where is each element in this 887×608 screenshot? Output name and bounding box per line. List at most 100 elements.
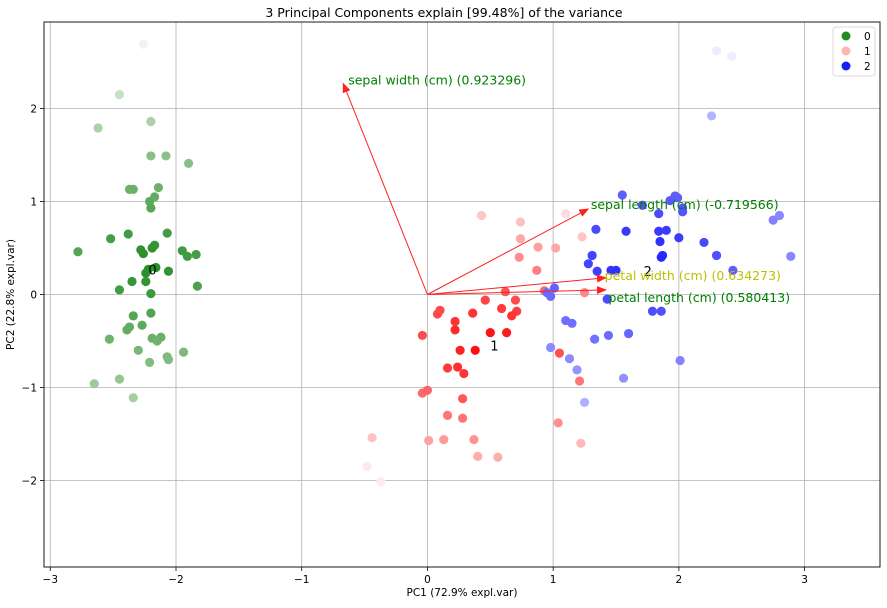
scatter-point [146,288,156,299]
scatter-point [439,434,449,445]
scatter-point [665,195,675,206]
scatter-point [611,265,621,275]
scatter-point [618,373,629,383]
scatter-point [137,320,147,330]
scatter-point [114,89,125,100]
scatter-point [480,295,490,305]
scatter-point [497,303,507,314]
scatter-point [574,376,585,386]
scatter-point [127,276,137,287]
scatter-point [654,226,664,236]
scatter-point [579,397,590,407]
scatter-point [532,265,542,275]
scatter-point [699,237,709,248]
scatter-point [442,410,453,421]
scatter-point [564,354,575,364]
scatter-point [603,330,614,341]
legend: 0 1 2 [832,26,876,77]
scatter-point [367,433,377,443]
legend-marker-2 [841,61,851,71]
scatter-point [424,435,434,446]
scatter-point [183,158,194,168]
scatter-point [533,242,543,252]
scatter-point [591,224,601,234]
scatter-point [163,355,174,365]
loading-arrow [427,208,590,295]
cluster-label-1: 1 [490,340,498,355]
scatter-point [182,251,192,261]
scatter-point [453,362,463,372]
scatter-point [133,345,143,355]
scatter-point [114,374,125,384]
scatter-point [138,248,148,259]
scatter-point [458,413,468,423]
scatter-point [576,438,586,448]
scatter-point [567,318,577,328]
scatter-point [153,182,163,193]
scatter-point [450,325,460,335]
x-tick-label: 0 [424,574,431,586]
scatter-point [657,250,668,261]
scatter-point [376,476,386,487]
series-1 [362,208,590,487]
scatter-point [617,190,627,200]
scatter-point [104,334,114,344]
scatter-point [592,266,602,276]
scatter-point [163,266,174,276]
legend-label-1: 1 [864,46,871,58]
y-tick-label: 0 [30,290,37,302]
scatter-point [678,207,688,217]
x-tick-label: 3 [801,574,808,586]
scatter-point [146,116,156,127]
scatter-point [711,250,722,261]
cluster-label-2: 2 [644,265,652,280]
scatter-point [473,451,483,461]
scatter-point [577,232,587,242]
scatter-point [674,233,684,243]
loading-arrow [427,286,607,295]
scatter-point [152,336,162,346]
scatter-point [161,151,171,161]
scatter-point [602,294,612,304]
scatter-point [151,262,161,273]
y-axis-label: PC2 (22.8% expl.var) [5,239,17,350]
scatter-point [145,357,155,367]
scatter-point [470,345,480,355]
loading-label: sepal width (cm) (0.923296) [348,73,526,88]
scatter-point [150,192,160,202]
loading-label: petal length (cm) (0.580413) [608,290,790,305]
loading-arrow [427,274,607,295]
scatter-point [417,330,427,341]
legend-label-0: 0 [864,31,871,43]
scatter-point [546,342,556,353]
scatter-point [647,306,658,316]
scatter-point [706,111,717,121]
scatter-point [146,203,156,213]
scatter-point [93,123,103,133]
scatter-point [138,39,148,49]
loading-label: sepal length (cm) (-0.719566) [591,197,779,212]
scatter-point [476,210,487,221]
scatter-point [178,347,189,357]
scatter-point [786,251,796,261]
scatter-point [623,328,634,339]
series-0 [73,39,202,403]
loading-label: petal width (cm) (0.634273) [605,268,781,283]
x-tick-label: −2 [168,574,183,586]
scatter-point [515,234,526,244]
scatter-point [362,461,372,472]
scatter-point [89,379,99,389]
scatter-point [507,311,517,321]
x-axis-label: PC1 (72.9% expl.var) [407,587,518,599]
scatter-point [554,348,565,358]
scatter-point [656,306,666,316]
scatter-point [435,305,445,315]
x-tick-label: 2 [676,574,683,586]
scatter-point [455,345,465,355]
scatter-point [654,208,664,219]
scatter-point [661,225,671,235]
scatter-point [711,46,722,56]
y-tick-label: −1 [22,383,37,395]
scatter-point [493,452,503,462]
